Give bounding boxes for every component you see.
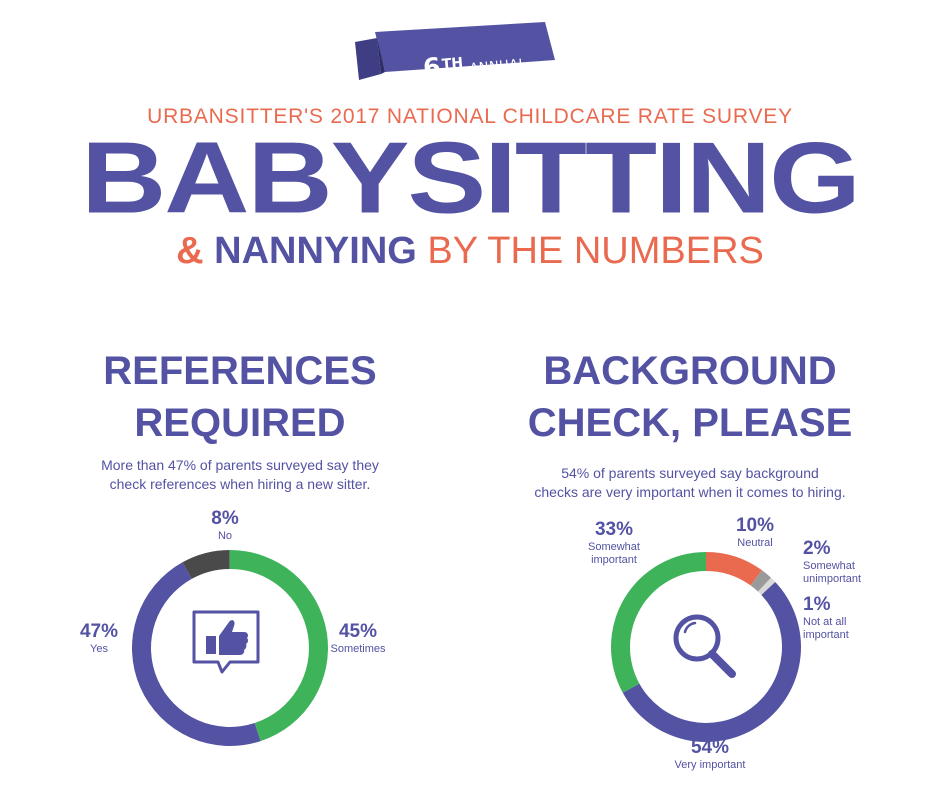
banner-number: 6 bbox=[421, 51, 443, 83]
background-heading-line2: CHECK, PLEASE bbox=[527, 401, 853, 445]
bg-notatall-category-line1: Not at all bbox=[803, 616, 847, 628]
ref-sometimes-category: Sometimes bbox=[330, 643, 386, 655]
references-donut-chart bbox=[131, 550, 328, 746]
bg-somewhat-value: 33% bbox=[594, 519, 634, 540]
main-title: BABYSITTING bbox=[81, 121, 861, 235]
ref-label-yes: 47% Yes bbox=[64, 621, 134, 656]
bg-slice-neutral bbox=[706, 552, 762, 586]
bg-slice-very-important bbox=[622, 581, 801, 742]
ref-label-sometimes: 45% Sometimes bbox=[318, 621, 398, 656]
references-heading: REFERENCES REQUIRED bbox=[50, 345, 430, 449]
references-desc-line1: More than 47% of parents surveyed say th… bbox=[101, 457, 379, 473]
bg-notatall-value: 1% bbox=[803, 594, 831, 615]
background-donut-chart bbox=[611, 552, 801, 742]
background-desc-line2: checks are very important when it comes … bbox=[534, 484, 846, 500]
background-desc-line1: 54% of parents surveyed say background bbox=[561, 465, 819, 481]
ref-sometimes-value: 45% bbox=[338, 621, 378, 642]
bg-label-somewhat-unimportant: 2% Somewhat unimportant bbox=[803, 538, 893, 586]
bg-slice-somewhat-unimportant bbox=[750, 570, 772, 592]
magnifier-icon bbox=[673, 614, 736, 678]
bg-neutral-category: Neutral bbox=[737, 537, 773, 549]
ref-yes-value: 47% bbox=[79, 621, 119, 642]
ref-slice-yes bbox=[131, 562, 261, 746]
background-heading-line1: BACKGROUND bbox=[543, 349, 837, 393]
bg-label-somewhat-important: 33% Somewhat important bbox=[564, 519, 664, 567]
bg-very-category: Very important bbox=[674, 759, 746, 771]
ref-label-no: 8% No bbox=[200, 508, 250, 543]
references-description: More than 47% of parents surveyed say th… bbox=[40, 456, 440, 494]
bg-notatall-category-line2: important bbox=[803, 629, 849, 641]
ref-no-category: No bbox=[217, 530, 233, 542]
ref-slice-no bbox=[182, 550, 230, 579]
bg-unimportant-category-line1: Somewhat bbox=[803, 560, 855, 572]
ref-no-value: 8% bbox=[211, 508, 239, 529]
title-line3: & NANNYING BY THE NUMBERS bbox=[0, 230, 940, 273]
banner-ribbon bbox=[355, 22, 555, 80]
annual-banner: 6TH ANNUAL bbox=[355, 22, 555, 92]
bg-very-value: 54% bbox=[690, 737, 730, 758]
bg-slice-not-at-all-important bbox=[758, 577, 776, 595]
survey-subtitle: URBANSITTER'S 2017 NATIONAL CHILDCARE RA… bbox=[147, 105, 793, 128]
ref-slice-sometimes bbox=[229, 550, 328, 742]
ref-yes-category: Yes bbox=[90, 643, 108, 655]
bg-somewhat-category-line1: Somewhat bbox=[588, 541, 640, 553]
references-heading-line2: REQUIRED bbox=[134, 401, 346, 445]
references-heading-line1: REFERENCES bbox=[103, 349, 377, 393]
title-ampersand: & bbox=[176, 230, 204, 272]
banner-suffix: TH bbox=[441, 54, 464, 73]
banner-annual: ANNUAL bbox=[468, 56, 528, 77]
bg-unimportant-category-line2: unimportant bbox=[803, 573, 862, 585]
background-description: 54% of parents surveyed say background c… bbox=[480, 464, 900, 502]
bg-label-not-at-all-important: 1% Not at all important bbox=[803, 594, 893, 642]
bg-label-very-important: 54% Very important bbox=[660, 737, 760, 772]
bg-somewhat-category-line2: important bbox=[591, 554, 637, 566]
title-by-the-numbers: BY THE NUMBERS bbox=[427, 230, 764, 272]
bg-label-neutral: 10% Neutral bbox=[720, 515, 790, 550]
title-nannying: NANNYING bbox=[214, 230, 417, 272]
references-desc-line2: check references when hiring a new sitte… bbox=[109, 476, 371, 492]
background-heading: BACKGROUND CHECK, PLEASE bbox=[480, 345, 900, 449]
bg-unimportant-value: 2% bbox=[803, 538, 831, 559]
thumbs-up-icon bbox=[192, 610, 260, 674]
bg-slice-somewhat-important bbox=[611, 552, 706, 693]
bg-neutral-value: 10% bbox=[735, 515, 775, 536]
